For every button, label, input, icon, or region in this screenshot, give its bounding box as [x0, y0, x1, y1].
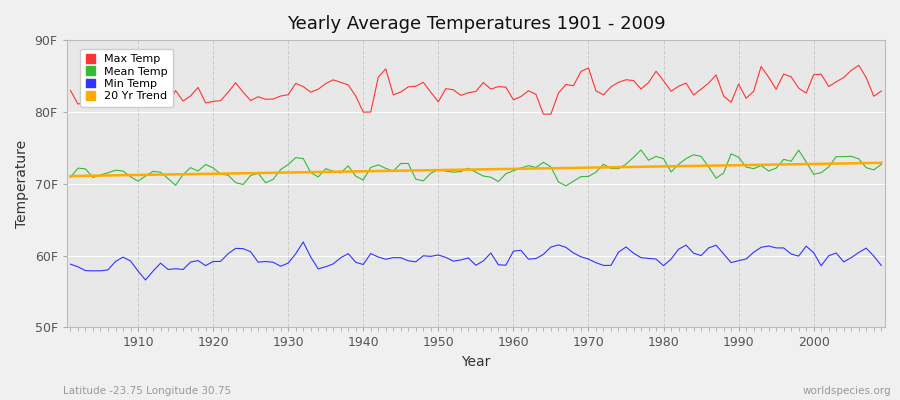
Text: worldspecies.org: worldspecies.org [803, 386, 891, 396]
Text: Latitude -23.75 Longitude 30.75: Latitude -23.75 Longitude 30.75 [63, 386, 231, 396]
X-axis label: Year: Year [461, 355, 491, 369]
Legend: Max Temp, Mean Temp, Min Temp, 20 Yr Trend: Max Temp, Mean Temp, Min Temp, 20 Yr Tre… [80, 48, 173, 107]
Title: Yearly Average Temperatures 1901 - 2009: Yearly Average Temperatures 1901 - 2009 [286, 15, 665, 33]
Y-axis label: Temperature: Temperature [15, 140, 29, 228]
